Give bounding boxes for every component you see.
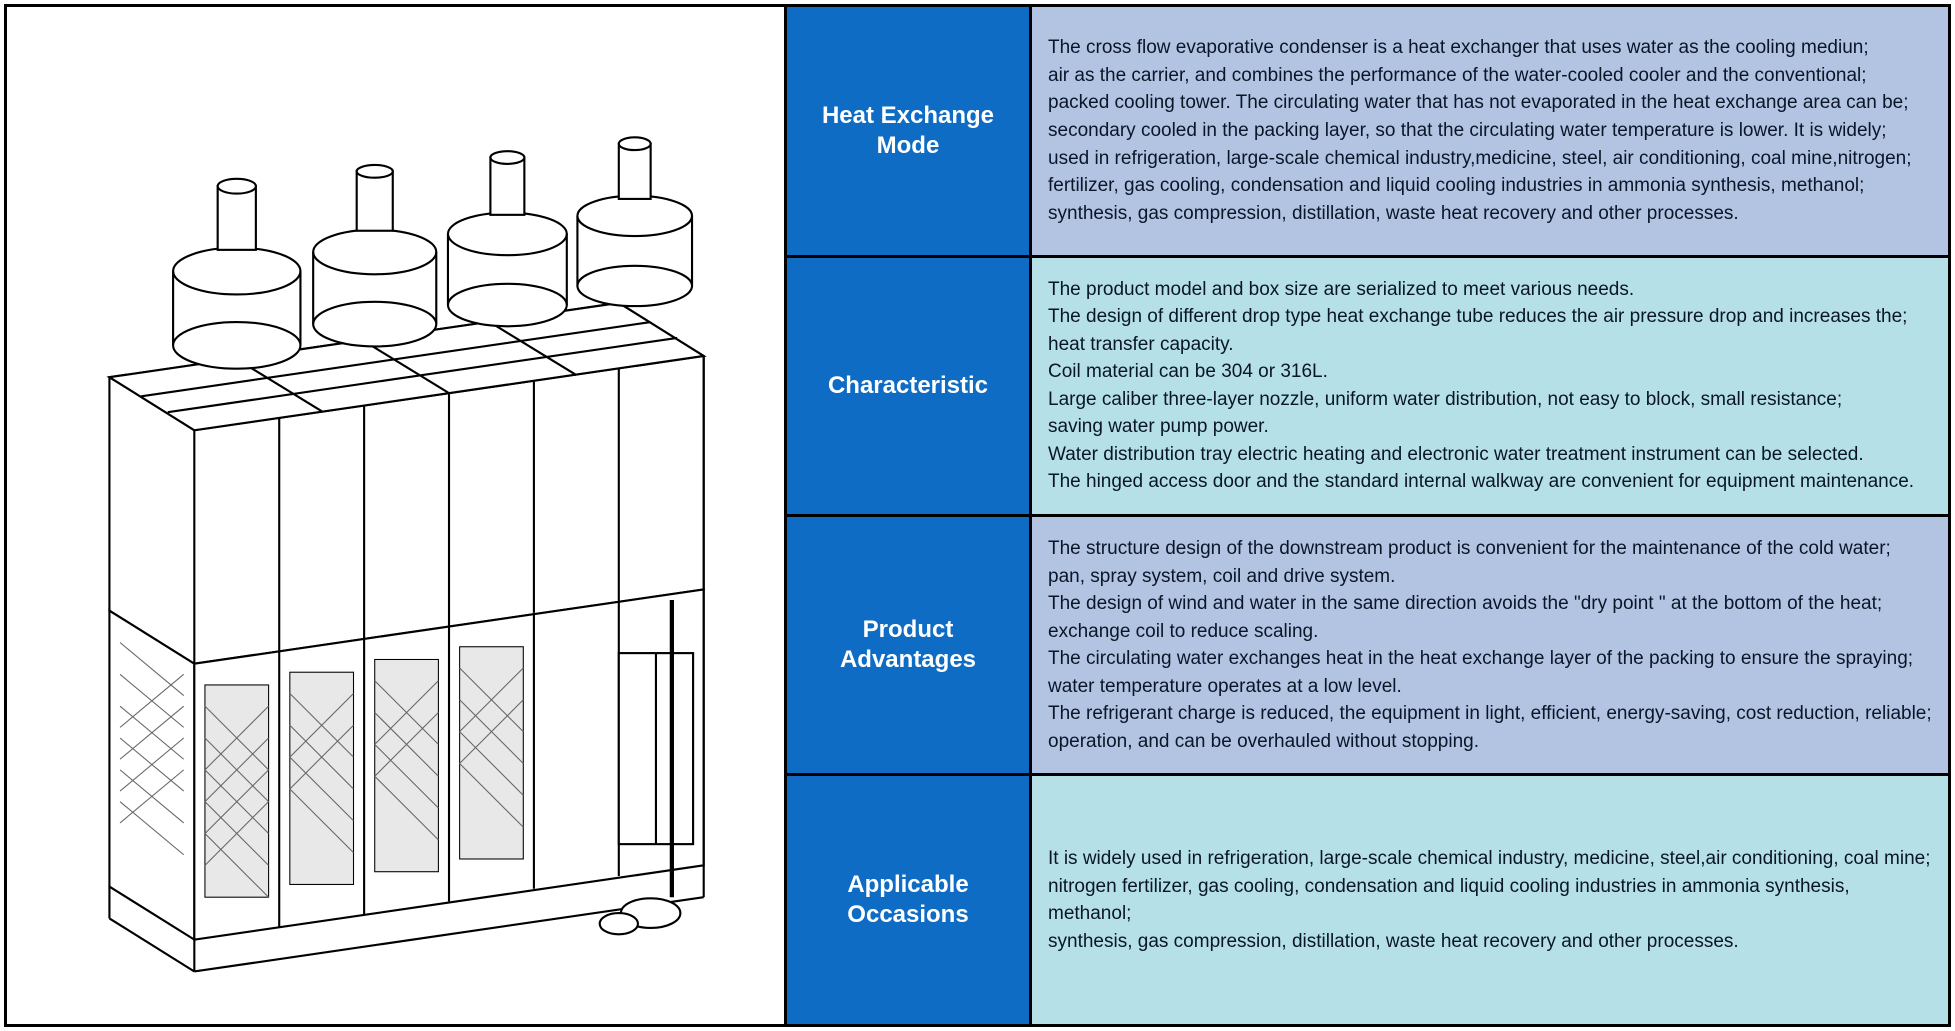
content-product-advantages: The structure design of the downstream p…: [1032, 517, 1948, 773]
label-product-advantages: Product Advantages: [787, 517, 1032, 773]
label-heat-exchange-mode: Heat Exchange Mode: [787, 7, 1032, 255]
content-applicable-occasions: It is widely used in refrigeration, larg…: [1032, 776, 1948, 1024]
label-characteristic: Characteristic: [787, 258, 1032, 514]
content-heat-exchange-mode: The cross flow evaporative condenser is …: [1032, 7, 1948, 255]
spec-table: Heat Exchange Mode The cross flow evapor…: [787, 7, 1948, 1024]
diagram-panel: [7, 7, 787, 1024]
row-applicable-occasions: Applicable Occasions It is widely used i…: [787, 776, 1948, 1024]
text-characteristic: The product model and box size are seria…: [1048, 276, 1914, 496]
product-spec-container: Heat Exchange Mode The cross flow evapor…: [4, 4, 1951, 1027]
label-applicable-occasions: Applicable Occasions: [787, 776, 1032, 1024]
content-characteristic: The product model and box size are seria…: [1032, 258, 1948, 514]
text-applicable-occasions: It is widely used in refrigeration, larg…: [1048, 845, 1932, 955]
row-heat-exchange-mode: Heat Exchange Mode The cross flow evapor…: [787, 7, 1948, 258]
text-product-advantages: The structure design of the downstream p…: [1048, 535, 1932, 755]
condenser-diagram: [23, 27, 769, 1003]
text-heat-exchange-mode: The cross flow evaporative condenser is …: [1048, 34, 1912, 227]
row-product-advantages: Product Advantages The structure design …: [787, 517, 1948, 776]
row-characteristic: Characteristic The product model and box…: [787, 258, 1948, 517]
